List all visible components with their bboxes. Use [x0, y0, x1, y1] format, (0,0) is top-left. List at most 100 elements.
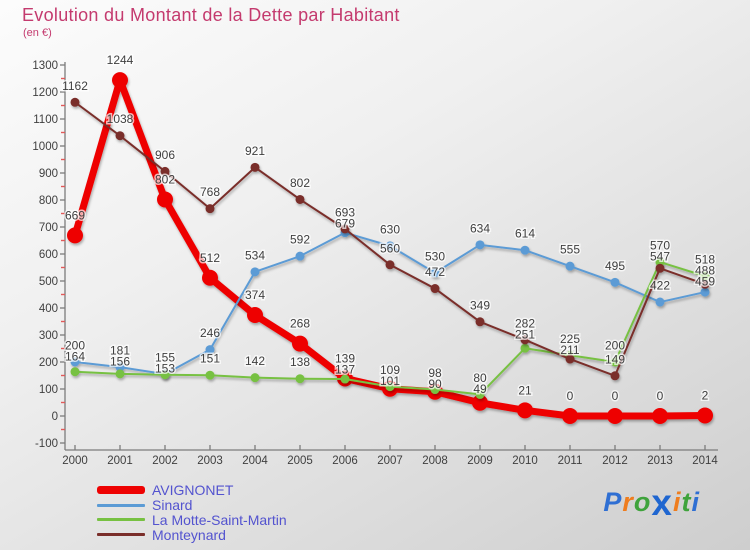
legend-item-la-motte-saint-martin: La Motte-Saint-Martin — [97, 513, 287, 528]
svg-text:547: 547 — [650, 250, 670, 264]
svg-text:246: 246 — [200, 326, 220, 340]
svg-text:139: 139 — [335, 351, 355, 365]
svg-text:1100: 1100 — [33, 114, 58, 126]
svg-text:200: 200 — [65, 339, 85, 353]
data-point — [385, 241, 395, 251]
series-la-motte-saint-martin — [70, 257, 710, 399]
logo-letter: i — [672, 487, 682, 517]
data-point — [610, 357, 620, 367]
svg-text:101: 101 — [380, 374, 400, 388]
svg-text:2009: 2009 — [467, 455, 493, 467]
chart-legend: AVIGNONET Sinard La Motte-Saint-Martin M… — [97, 483, 287, 542]
svg-text:155: 155 — [155, 351, 175, 365]
svg-text:634: 634 — [470, 221, 490, 235]
svg-text:500: 500 — [39, 276, 58, 288]
svg-text:0: 0 — [612, 389, 619, 403]
svg-text:100: 100 — [39, 384, 58, 396]
data-point — [205, 204, 215, 214]
logo-letter: P — [603, 487, 623, 517]
data-point — [340, 374, 350, 384]
svg-text:802: 802 — [290, 176, 310, 190]
svg-text:400: 400 — [39, 303, 58, 315]
data-point — [655, 297, 665, 307]
svg-text:2000: 2000 — [62, 455, 88, 467]
svg-text:1038: 1038 — [107, 112, 134, 126]
legend-label: AVIGNONET — [152, 482, 234, 499]
axes — [60, 62, 718, 451]
legend-item-sinard: Sinard — [97, 498, 287, 513]
data-labels: 1162669200164124410381811569068021551537… — [61, 52, 717, 405]
data-point — [610, 371, 620, 381]
logo-letter: x — [651, 482, 673, 523]
legend-label: Monteynard — [152, 526, 226, 543]
data-point — [430, 268, 440, 278]
svg-text:614: 614 — [515, 227, 535, 241]
svg-text:2010: 2010 — [512, 455, 538, 467]
svg-text:225: 225 — [560, 332, 580, 346]
data-point — [112, 72, 128, 89]
svg-text:488: 488 — [695, 264, 715, 278]
svg-text:2012: 2012 — [602, 455, 628, 467]
svg-text:2: 2 — [702, 388, 709, 402]
svg-text:300: 300 — [39, 330, 58, 342]
data-point — [517, 402, 533, 419]
data-point — [160, 370, 170, 380]
svg-text:1244: 1244 — [107, 53, 134, 67]
svg-text:200: 200 — [605, 339, 625, 353]
data-point — [655, 257, 665, 267]
proxiti-logo: Proxiti — [603, 482, 700, 524]
svg-text:2008: 2008 — [422, 455, 448, 467]
svg-text:156: 156 — [110, 355, 130, 369]
minor-ticks — [61, 77, 65, 431]
svg-text:800: 800 — [39, 195, 58, 207]
legend-item-monteynard: Monteynard — [97, 527, 287, 542]
data-point — [247, 307, 263, 324]
svg-text:-100: -100 — [35, 438, 58, 450]
svg-text:802: 802 — [155, 172, 175, 186]
data-point — [250, 162, 260, 172]
data-point — [70, 97, 80, 107]
data-point — [160, 166, 170, 176]
svg-text:49: 49 — [473, 382, 487, 396]
chart-title: Evolution du Montant de la Dette par Hab… — [22, 5, 400, 25]
data-point — [385, 382, 395, 392]
svg-text:422: 422 — [650, 279, 670, 293]
svg-text:137: 137 — [335, 362, 355, 376]
svg-text:700: 700 — [39, 222, 58, 234]
svg-text:21: 21 — [518, 383, 532, 397]
y-tick-labels: -100 0 100 200 300 400 500 600 700 800 900 1000 1100… — [32, 60, 58, 450]
svg-text:2001: 2001 — [107, 455, 133, 467]
data-point — [340, 224, 350, 234]
data-point — [520, 343, 530, 353]
svg-text:211: 211 — [560, 343, 579, 357]
svg-text:149: 149 — [605, 352, 625, 366]
svg-text:768: 768 — [200, 185, 220, 199]
data-point — [655, 263, 665, 273]
data-point — [250, 373, 260, 383]
data-point — [472, 394, 488, 411]
legend-label: Sinard — [152, 497, 193, 514]
svg-text:2003: 2003 — [197, 455, 223, 467]
legend-label: La Motte-Saint-Martin — [152, 511, 287, 528]
svg-text:592: 592 — [290, 233, 310, 247]
svg-text:200: 200 — [39, 357, 58, 369]
data-point — [295, 374, 305, 384]
svg-text:2014: 2014 — [692, 455, 718, 467]
svg-text:495: 495 — [605, 259, 625, 273]
legend-item-avignonet: AVIGNONET — [97, 483, 287, 498]
data-point — [295, 194, 305, 204]
legend-swatch-la-motte-saint-martin — [97, 518, 145, 522]
data-point — [205, 370, 215, 380]
svg-text:900: 900 — [39, 168, 58, 180]
svg-text:142: 142 — [245, 354, 265, 368]
svg-text:151: 151 — [200, 352, 220, 366]
svg-text:555: 555 — [560, 243, 580, 257]
svg-text:2002: 2002 — [152, 455, 178, 467]
data-point — [562, 408, 578, 424]
svg-text:181: 181 — [110, 344, 130, 358]
data-point — [520, 245, 530, 255]
svg-text:906: 906 — [155, 148, 175, 162]
data-point — [652, 408, 668, 424]
svg-text:374: 374 — [245, 288, 265, 302]
svg-text:921: 921 — [245, 144, 265, 158]
